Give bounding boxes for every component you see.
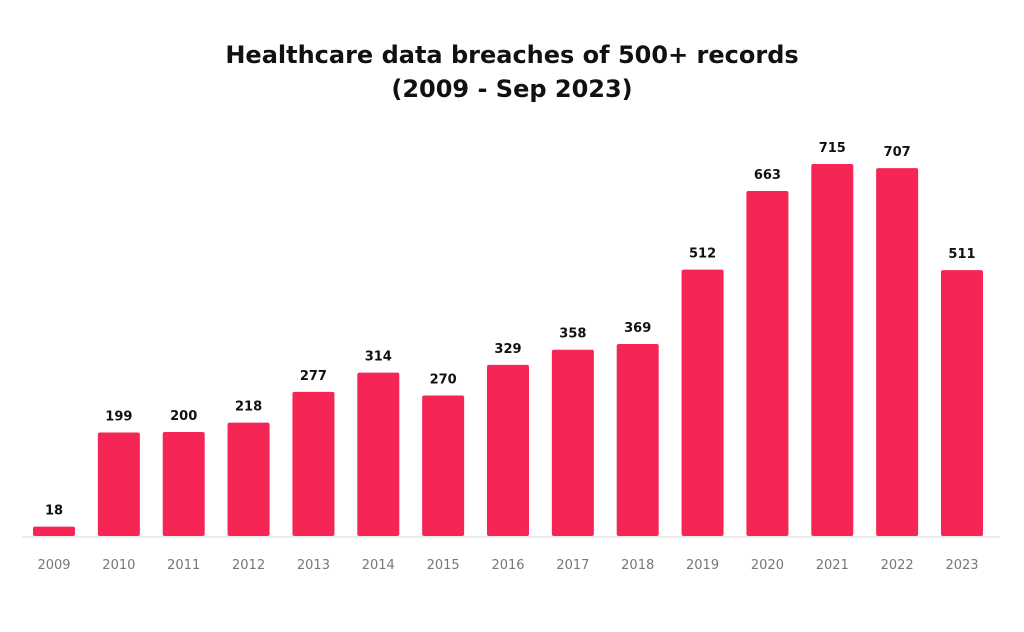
x-tick-label: 2011: [167, 558, 200, 573]
bar-2012: [227, 422, 270, 536]
bar-2020: [746, 191, 789, 536]
bar-2014: [357, 372, 400, 536]
x-tick-label: 2017: [556, 558, 589, 573]
x-tick-label: 2019: [686, 558, 719, 573]
x-tick-label: 2013: [297, 558, 330, 573]
chart-title: Healthcare data breaches of 500+ records: [225, 41, 799, 69]
data-label-2020: 663: [754, 168, 781, 183]
bar-2010: [97, 432, 140, 536]
bar-2021: [811, 164, 854, 536]
data-label-2016: 329: [494, 342, 521, 357]
data-label-2009: 18: [45, 504, 63, 519]
data-label-2015: 270: [430, 373, 457, 388]
chart-subtitle: (2009 - Sep 2023): [391, 75, 633, 103]
data-label-2021: 715: [819, 141, 846, 156]
data-label-2022: 707: [884, 145, 911, 160]
data-label-2018: 369: [624, 321, 651, 336]
x-tick-label: 2012: [232, 558, 265, 573]
bar-2017: [551, 349, 594, 536]
bar-2009: [33, 526, 75, 536]
data-label-2012: 218: [235, 400, 262, 415]
x-tick-label: 2018: [621, 558, 654, 573]
bar-2011: [162, 431, 205, 536]
x-tick-label: 2021: [816, 558, 849, 573]
data-label-2013: 277: [300, 369, 327, 384]
bar-2013: [292, 391, 335, 536]
x-tick-label: 2020: [751, 558, 784, 573]
bar-2016: [487, 364, 529, 536]
x-tick-label: 2010: [102, 558, 135, 573]
bar-2022: [876, 168, 919, 536]
data-label-2017: 358: [559, 327, 586, 342]
data-label-2023: 511: [948, 247, 975, 262]
bar-2018: [616, 344, 659, 536]
data-label-2019: 512: [689, 247, 716, 262]
bar-2019: [681, 269, 724, 536]
bar-2023: [941, 270, 983, 536]
data-label-2011: 200: [170, 409, 197, 424]
x-tick-label: 2016: [491, 558, 524, 573]
x-tick-label: 2009: [37, 558, 70, 573]
data-label-2014: 314: [365, 350, 392, 365]
x-tick-label: 2014: [362, 558, 395, 573]
x-tick-label: 2015: [427, 558, 460, 573]
x-tick-label: 2023: [945, 558, 978, 573]
bar-2015: [422, 395, 465, 536]
data-label-2010: 199: [105, 409, 132, 424]
x-tick-label: 2022: [881, 558, 914, 573]
